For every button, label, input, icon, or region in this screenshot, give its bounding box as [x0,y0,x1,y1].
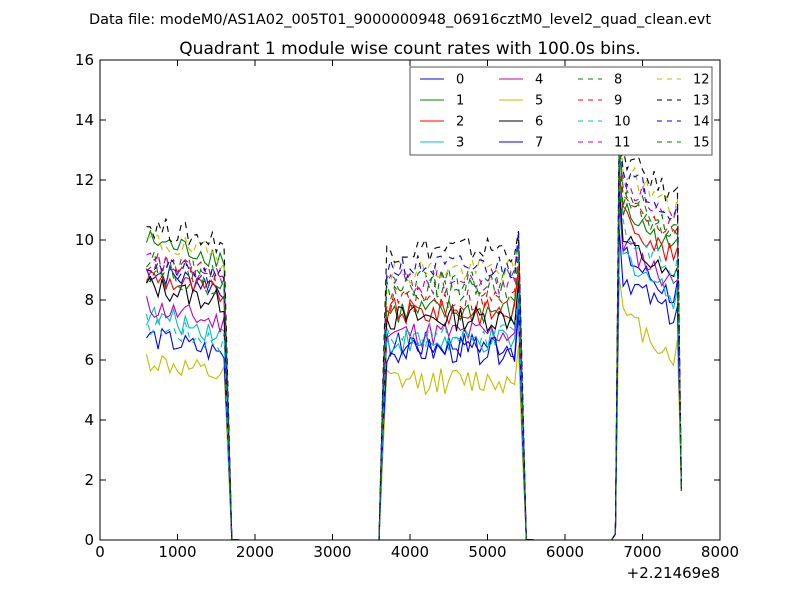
series-line-7 [146,228,682,541]
series-line-8 [146,152,682,541]
x-tick-label: 6000 [546,543,584,561]
legend-label-10: 10 [614,115,631,130]
legend-label-3: 3 [456,136,464,151]
legend-label-0: 0 [456,73,464,88]
legend-label-4: 4 [535,73,543,88]
legend-label-7: 7 [535,136,543,151]
series-line-14 [146,129,682,541]
legend-label-6: 6 [535,115,543,130]
legend-box [409,66,713,156]
y-tick-label: 10 [75,231,94,249]
series-line-4 [145,197,682,541]
x-tick-label: 5000 [468,543,506,561]
x-tick-label: 1000 [158,543,196,561]
series-line-15 [146,139,682,541]
series-layer [145,106,682,541]
y-tick-label: 0 [84,531,94,549]
legend-label-9: 9 [614,94,622,109]
y-tick-label: 14 [75,111,94,129]
series-line-1 [145,165,682,541]
series-line-2 [145,178,682,541]
series-line-3 [145,201,682,541]
y-tick-label: 6 [84,351,94,369]
y-tick-label: 2 [84,471,94,489]
y-tick-label: 16 [75,51,94,69]
series-line-12 [146,111,682,541]
series-line-11 [146,139,682,541]
series-line-9 [146,136,682,541]
legend-label-13: 13 [693,94,710,109]
legend-label-12: 12 [693,73,710,88]
y-tick-label: 4 [84,411,94,429]
x-tick-label: 3000 [313,543,351,561]
legend-label-2: 2 [456,115,464,130]
series-line-6 [146,185,682,541]
data-file-suptitle: Data file: modeM0/AS1A02_005T01_90000009… [89,12,711,28]
y-tick-label: 12 [75,171,94,189]
x-tick-label: 8000 [701,543,739,561]
legend-label-14: 14 [693,115,710,130]
series-line-5 [145,276,682,541]
legend-label-11: 11 [614,136,631,151]
axes-layer: 0 1000 2000 3000 4000 5000 6000 7000 80000246810… [75,51,739,561]
legend-label-1: 1 [456,94,464,109]
legend-label-5: 5 [535,94,543,109]
x-tick-label: 7000 [623,543,661,561]
x-tick-label: 0 [95,543,105,561]
x-tick-label: 2000 [236,543,274,561]
x-offset-label: +2.21469e8 [627,564,720,582]
legend-label-15: 15 [693,136,710,151]
legend-label-8: 8 [614,73,622,88]
y-tick-label: 8 [84,291,94,309]
chart-title: Quadrant 1 module wise count rates with … [179,39,640,59]
x-tick-label: 4000 [391,543,429,561]
